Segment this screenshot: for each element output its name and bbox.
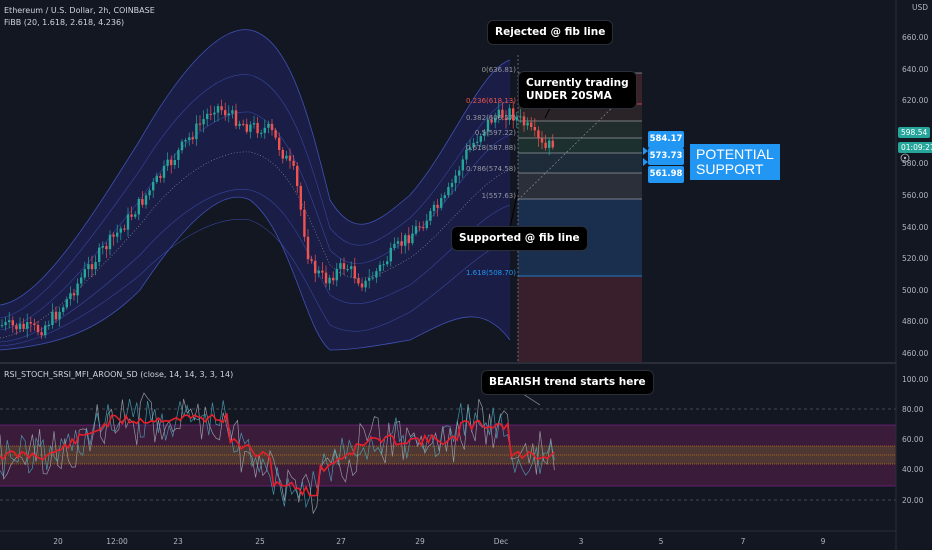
support-line1: POTENTIAL [696,146,774,162]
fib-label: 1.618(508.70) [466,269,516,277]
band-upper-line [0,29,511,306]
time-tick: 9 [820,537,826,546]
time-tick: Dec [493,537,509,546]
price-tick: 480.00 [902,317,929,326]
symbol-title: Ethereum / U.S. Dollar, 2h, COINBASE [4,6,155,15]
callout-bearish[interactable]: BEARISH trend starts here [481,370,654,395]
fib-label: 0.5(597.22) [475,129,516,137]
time-tick: 27 [336,537,346,546]
price-tick: 640.00 [902,65,929,74]
time-tick: 23 [173,537,183,546]
osc-tick: 60.00 [902,435,924,444]
time-tick: 20 [53,537,63,546]
callout-supported[interactable]: Supported @ fib line [451,226,588,251]
fib-label: 0.382(606.57) [466,114,516,122]
candlestick-series [0,99,554,339]
callout-rejected[interactable]: Rejected @ fib line [487,20,614,45]
indicator-legend[interactable]: FiBB (20, 1.618, 2.618, 4.236) [4,18,125,27]
time-tick: 5 [658,537,664,546]
band-mid2-line [0,111,511,331]
osc-tick: 80.00 [902,405,924,414]
countdown-tag: 01:09:27 [898,142,932,153]
band-lower2-line [0,189,511,343]
currency-label[interactable]: USD [911,3,928,12]
price-box-561[interactable]: 561.98 [648,166,684,183]
price-tick: 500.00 [902,286,929,295]
band-basis-line [0,151,511,339]
price-box-573[interactable]: 573.73 [648,148,684,165]
oscillator-legend[interactable]: RSI_STOCH_SRSI_MFI_AROON_SD (close, 14, … [4,370,234,379]
time-tick: 12:00 [106,537,128,546]
time-tick: 7 [740,537,746,546]
price-tick: 580.00 [902,159,929,168]
time-tick: 3 [578,537,584,546]
target-icon[interactable] [900,148,910,163]
price-tick: 560.00 [902,191,929,200]
oscillator-pane[interactable] [0,392,896,515]
price-tick: 520.00 [902,254,929,263]
fib-label: 1(557.63) [482,192,517,200]
osc-tick: 100.00 [902,375,929,384]
osc-tick: 40.00 [902,465,924,474]
callout-trading-line1: Currently trading [526,77,629,89]
time-tick: 25 [255,537,265,546]
callout-trading-line2: UNDER 20SMA [526,90,612,102]
current-price-tag: 598.54 [898,127,931,138]
time-tick: 29 [415,537,425,546]
price-box-584[interactable]: 584.17 [648,131,684,148]
fib-label: 0.618(587.88) [466,144,516,152]
fib-label: 0(636.81) [482,66,517,74]
price-tick: 660.00 [902,33,929,42]
band-lower-line [0,196,511,351]
potential-support-label[interactable]: POTENTIAL SUPPORT [690,144,780,180]
fib-label: 0.786(574.58) [466,165,516,173]
support-line2: SUPPORT [696,161,764,177]
osc-tick: 20.00 [902,496,924,505]
price-tick: 540.00 [902,223,929,232]
band-lower1-line [0,218,511,347]
price-tick: 460.00 [902,349,929,358]
fib-labels: 0(636.81) 0.236(618.13) 0.382(606.57) 0.… [466,66,516,277]
fib-label: 0.236(618.13) [466,97,516,105]
band-mid1-line [0,74,511,319]
price-tick: 620.00 [902,96,929,105]
callout-trading-under-sma[interactable]: Currently trading UNDER 20SMA [518,71,637,109]
band-outer-fill [0,29,510,350]
